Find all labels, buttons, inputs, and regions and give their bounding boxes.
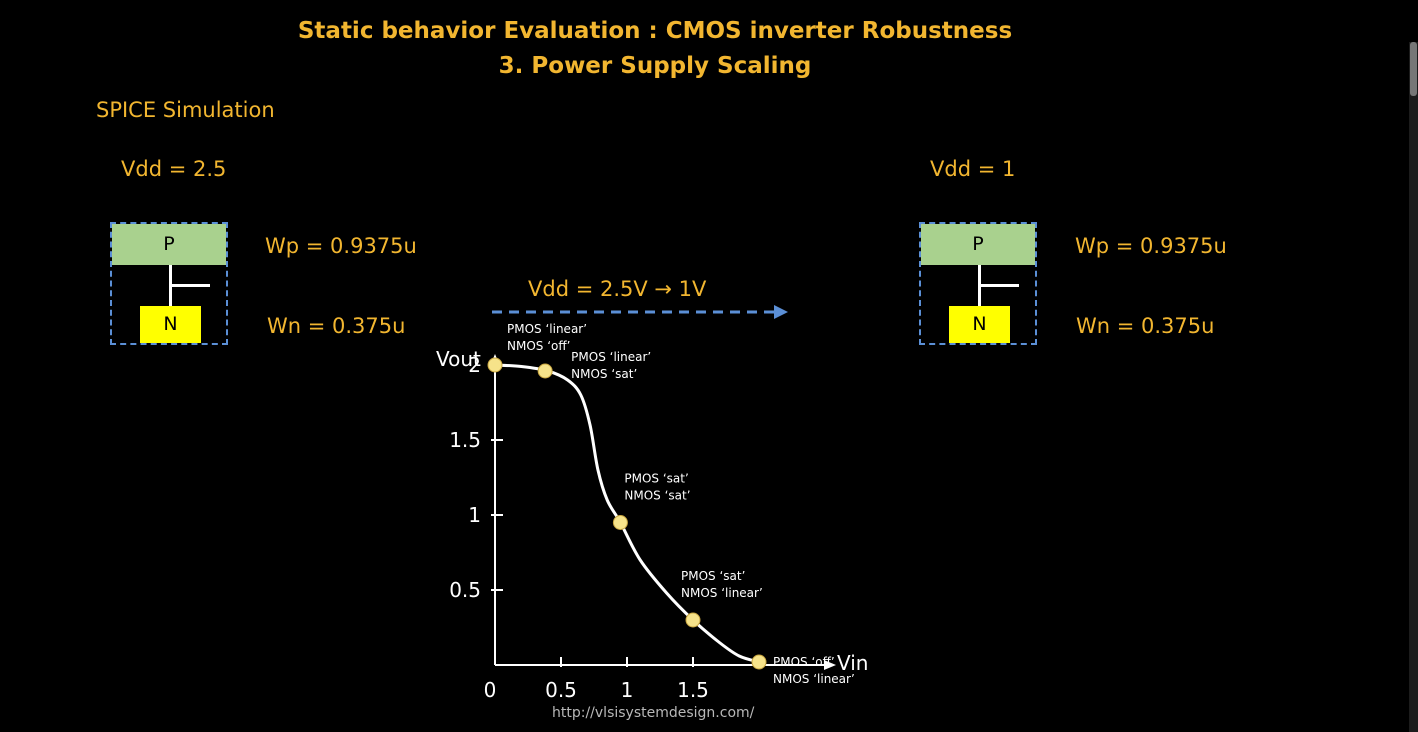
transition-label: Vdd = 2.5V → 1V bbox=[528, 277, 707, 301]
transition-arrow bbox=[492, 305, 788, 319]
source-url: http://vlsisystemdesign.com/ bbox=[552, 705, 755, 721]
left-inverter-diagram: P N bbox=[110, 222, 228, 345]
left-nmos-block: N bbox=[140, 306, 201, 343]
x-tick-label: 1.5 bbox=[677, 678, 709, 702]
y-tick-label: 1 bbox=[468, 503, 481, 527]
right-nmos-block: N bbox=[949, 306, 1010, 343]
point-label-nmos: NMOS ‘linear’ bbox=[773, 672, 855, 686]
y-tick-label: 2 bbox=[468, 353, 481, 377]
right-output-line bbox=[978, 284, 1019, 287]
point-label-pmos: PMOS ‘off’ bbox=[773, 655, 835, 669]
left-pmos-block: P bbox=[112, 224, 226, 265]
point-label-nmos: NMOS ‘linear’ bbox=[681, 586, 763, 600]
right-pmos-block: P bbox=[921, 224, 1035, 265]
vtc-curve bbox=[494, 363, 760, 664]
point-label-pmos: PMOS ‘linear’ bbox=[571, 350, 651, 364]
right-wn-label: Wn = 0.375u bbox=[1076, 314, 1215, 338]
x-axis-arrow bbox=[824, 660, 836, 670]
right-vdd-label: Vdd = 1 bbox=[930, 157, 1016, 181]
left-output-line bbox=[169, 284, 210, 287]
point-label-nmos: NMOS ‘off’ bbox=[507, 339, 570, 353]
right-inverter-diagram: P N bbox=[919, 222, 1037, 345]
y-tick-label: 0.5 bbox=[449, 578, 481, 602]
x-tick-label: 1 bbox=[621, 678, 634, 702]
left-vdd-label: Vdd = 2.5 bbox=[121, 157, 227, 181]
operating-point bbox=[612, 515, 628, 530]
operating-point bbox=[537, 363, 553, 379]
scrollbar-thumb[interactable] bbox=[1410, 42, 1417, 96]
left-wn-label: Wn = 0.375u bbox=[267, 314, 406, 338]
point-label-pmos: PMOS ‘sat’ bbox=[681, 569, 745, 583]
scrollbar-track[interactable] bbox=[1409, 42, 1418, 732]
y-axis-label: Vout bbox=[436, 347, 481, 371]
point-label-pmos: PMOS ‘sat’ bbox=[624, 472, 688, 486]
operating-point bbox=[487, 357, 503, 373]
x-tick-label: 0.5 bbox=[545, 678, 577, 702]
y-tick-label: 1.5 bbox=[449, 428, 481, 452]
section-label: SPICE Simulation bbox=[96, 98, 275, 122]
x-axis-label: Vin bbox=[837, 651, 868, 675]
point-label-nmos: NMOS ‘sat’ bbox=[624, 489, 690, 503]
slide-title: Static behavior Evaluation : CMOS invert… bbox=[297, 18, 1013, 44]
point-label-nmos: NMOS ‘sat’ bbox=[571, 367, 637, 381]
left-wp-label: Wp = 0.9375u bbox=[265, 234, 417, 258]
x-tick-label: 0 bbox=[484, 678, 497, 702]
operating-point bbox=[751, 654, 767, 670]
operating-point bbox=[685, 612, 701, 628]
point-label-pmos: PMOS ‘linear’ bbox=[507, 322, 587, 336]
slide-subtitle: 3. Power Supply Scaling bbox=[498, 53, 812, 79]
right-wp-label: Wp = 0.9375u bbox=[1075, 234, 1227, 258]
